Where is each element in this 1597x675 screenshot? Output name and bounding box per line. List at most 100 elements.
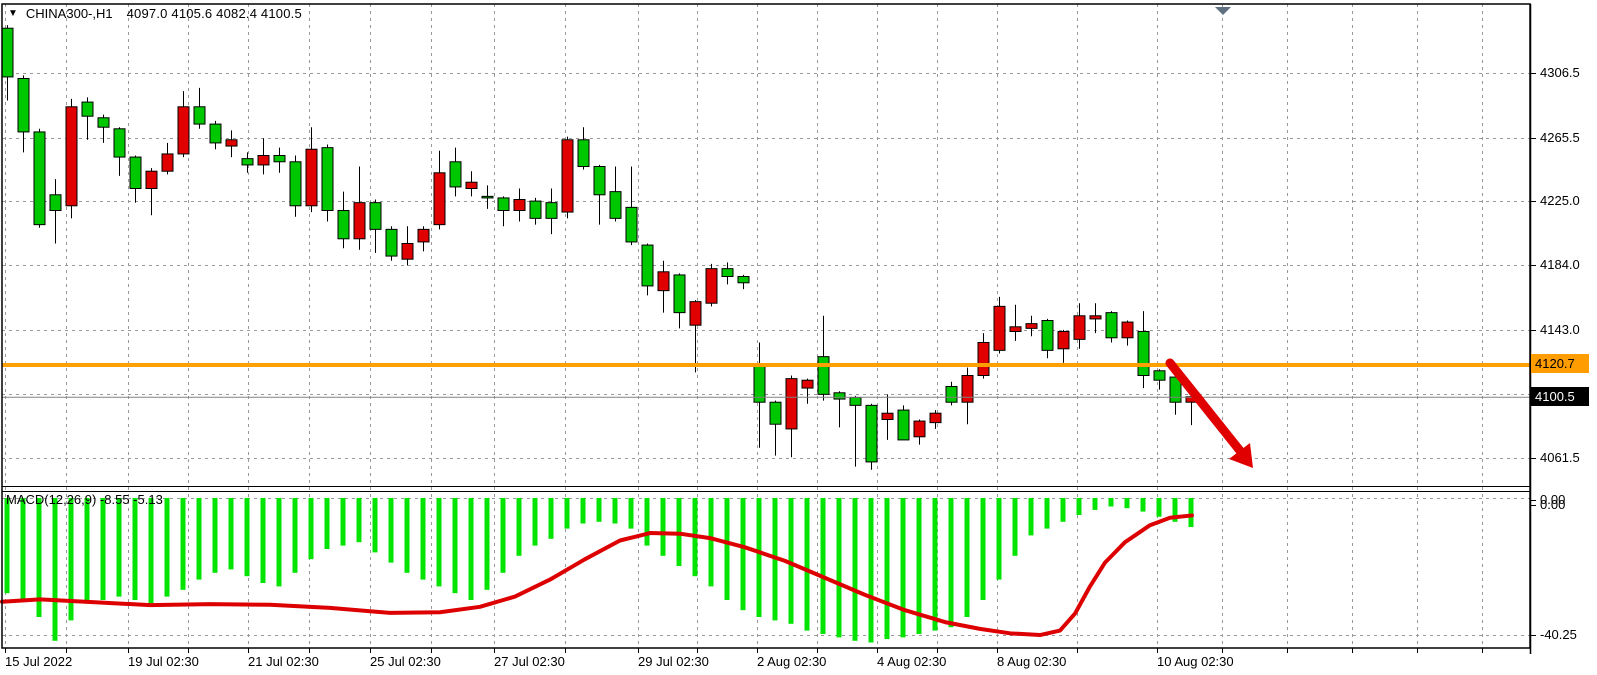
candle-body (801, 379, 814, 389)
macd-histogram-bar (596, 498, 602, 522)
macd-histogram-bar (1012, 498, 1018, 556)
candle-body (529, 200, 542, 219)
macd-histogram-bar (564, 498, 570, 529)
macd-histogram-bar (852, 498, 858, 641)
macd-histogram-bar (452, 498, 458, 594)
down-arrow-annotation (1165, 358, 1246, 457)
candle-body (737, 276, 750, 284)
macd-axis-label: 0.00 (1540, 497, 1565, 512)
candle-body (705, 268, 718, 304)
down-arrow-head (1229, 443, 1253, 468)
macd-histogram-bar (196, 498, 202, 580)
macd-histogram-bar (388, 498, 394, 563)
macd-histogram-bar (116, 498, 122, 597)
candle-body (177, 106, 190, 155)
macd-axis-label: 0.00 (1540, 492, 1565, 507)
macd-histogram-bar (532, 498, 538, 546)
candle-body (1, 27, 14, 78)
macd-histogram-bar (468, 498, 474, 600)
macd-histogram-bar (404, 498, 410, 573)
candle-body (225, 139, 238, 147)
candle-body (401, 243, 414, 260)
candle-body (113, 128, 126, 158)
macd-axis-label: -40.25 (1540, 627, 1577, 642)
candle-body (673, 274, 686, 314)
bid-price-badge: 4100.5 (1531, 387, 1589, 406)
time-axis-label: 15 Jul 2022 (5, 654, 72, 669)
macd-histogram-bar (964, 498, 970, 617)
macd-histogram-bar (1060, 498, 1066, 522)
macd-histogram-bar (68, 498, 74, 621)
macd-histogram-bar (740, 498, 746, 611)
macd-histogram-bar (660, 498, 666, 556)
macd-histogram-bar (836, 498, 842, 638)
candle-body (689, 301, 702, 326)
candle-body (33, 131, 46, 226)
macd-histogram-bar (420, 498, 426, 580)
macd-histogram-bar (212, 498, 218, 573)
candle-body (97, 117, 110, 128)
candle-body (1121, 321, 1134, 339)
macd-histogram-bar (516, 498, 522, 556)
macd-histogram-bar (1172, 498, 1178, 522)
candle-body (881, 412, 894, 421)
macd-histogram-bar (580, 498, 586, 524)
macd-histogram-bar (788, 498, 794, 624)
macd-histogram-bar (324, 498, 330, 549)
candle-body (913, 420, 926, 438)
macd-histogram-bar (1188, 498, 1194, 528)
price-axis-label: 4306.5 (1540, 65, 1580, 80)
macd-signal-line (0, 513, 1194, 638)
macd-histogram-bar (628, 498, 634, 529)
candle-body (369, 202, 382, 230)
macd-histogram-bar (708, 498, 714, 587)
price-axis-label: 4143.0 (1540, 322, 1580, 337)
symbol-dropdown-icon[interactable]: ▼ (8, 8, 18, 19)
candle-body (273, 155, 286, 163)
macd-histogram-bar (868, 498, 874, 643)
macd-histogram-bar (148, 498, 154, 604)
macd-histogram-bar (436, 498, 442, 587)
candle-body (129, 156, 142, 189)
candle-body (449, 161, 462, 188)
macd-histogram-bar (724, 498, 730, 600)
candle-body (833, 392, 846, 400)
macd-histogram-bar (372, 498, 378, 553)
macd-histogram-bar (484, 498, 490, 590)
symbol-timeframe-label: CHINA300-,H1 (25, 6, 113, 21)
candle-body (785, 378, 798, 430)
price-axis-label: 4225.0 (1540, 193, 1580, 208)
macd-histogram-bar (932, 498, 938, 631)
candle-body (945, 386, 958, 403)
candle-body (1137, 331, 1150, 376)
candle-body (1025, 323, 1038, 329)
price-axis-label: 4061.5 (1540, 450, 1580, 465)
macd-histogram-bar (308, 498, 314, 560)
candle-body (49, 194, 62, 212)
chart-header: ▼ CHINA300-,H1 4097.0 4105.6 4082.4 4100… (8, 6, 302, 21)
macd-histogram-bar (916, 498, 922, 634)
candle-body (545, 202, 558, 219)
candle-body (481, 195, 494, 199)
macd-histogram-bar (1044, 498, 1050, 529)
macd-histogram-bar (548, 498, 554, 539)
macd-histogram-bar (36, 498, 42, 617)
time-axis-label: 27 Jul 02:30 (494, 654, 565, 669)
candle-body (561, 139, 574, 213)
candle-body (769, 401, 782, 425)
macd-histogram-bar (500, 498, 506, 573)
candle-body (81, 101, 94, 117)
macd-histogram-bar (228, 498, 234, 570)
candle-body (465, 181, 478, 189)
candle-body (929, 412, 942, 424)
candle-body (721, 268, 734, 277)
candle-body (577, 139, 590, 168)
macd-histogram-bar (1028, 498, 1034, 536)
candle-body (161, 153, 174, 172)
candle-body (193, 106, 206, 125)
candle-body (593, 166, 606, 196)
macd-histogram-bar (756, 498, 762, 617)
candle-body (257, 155, 270, 166)
